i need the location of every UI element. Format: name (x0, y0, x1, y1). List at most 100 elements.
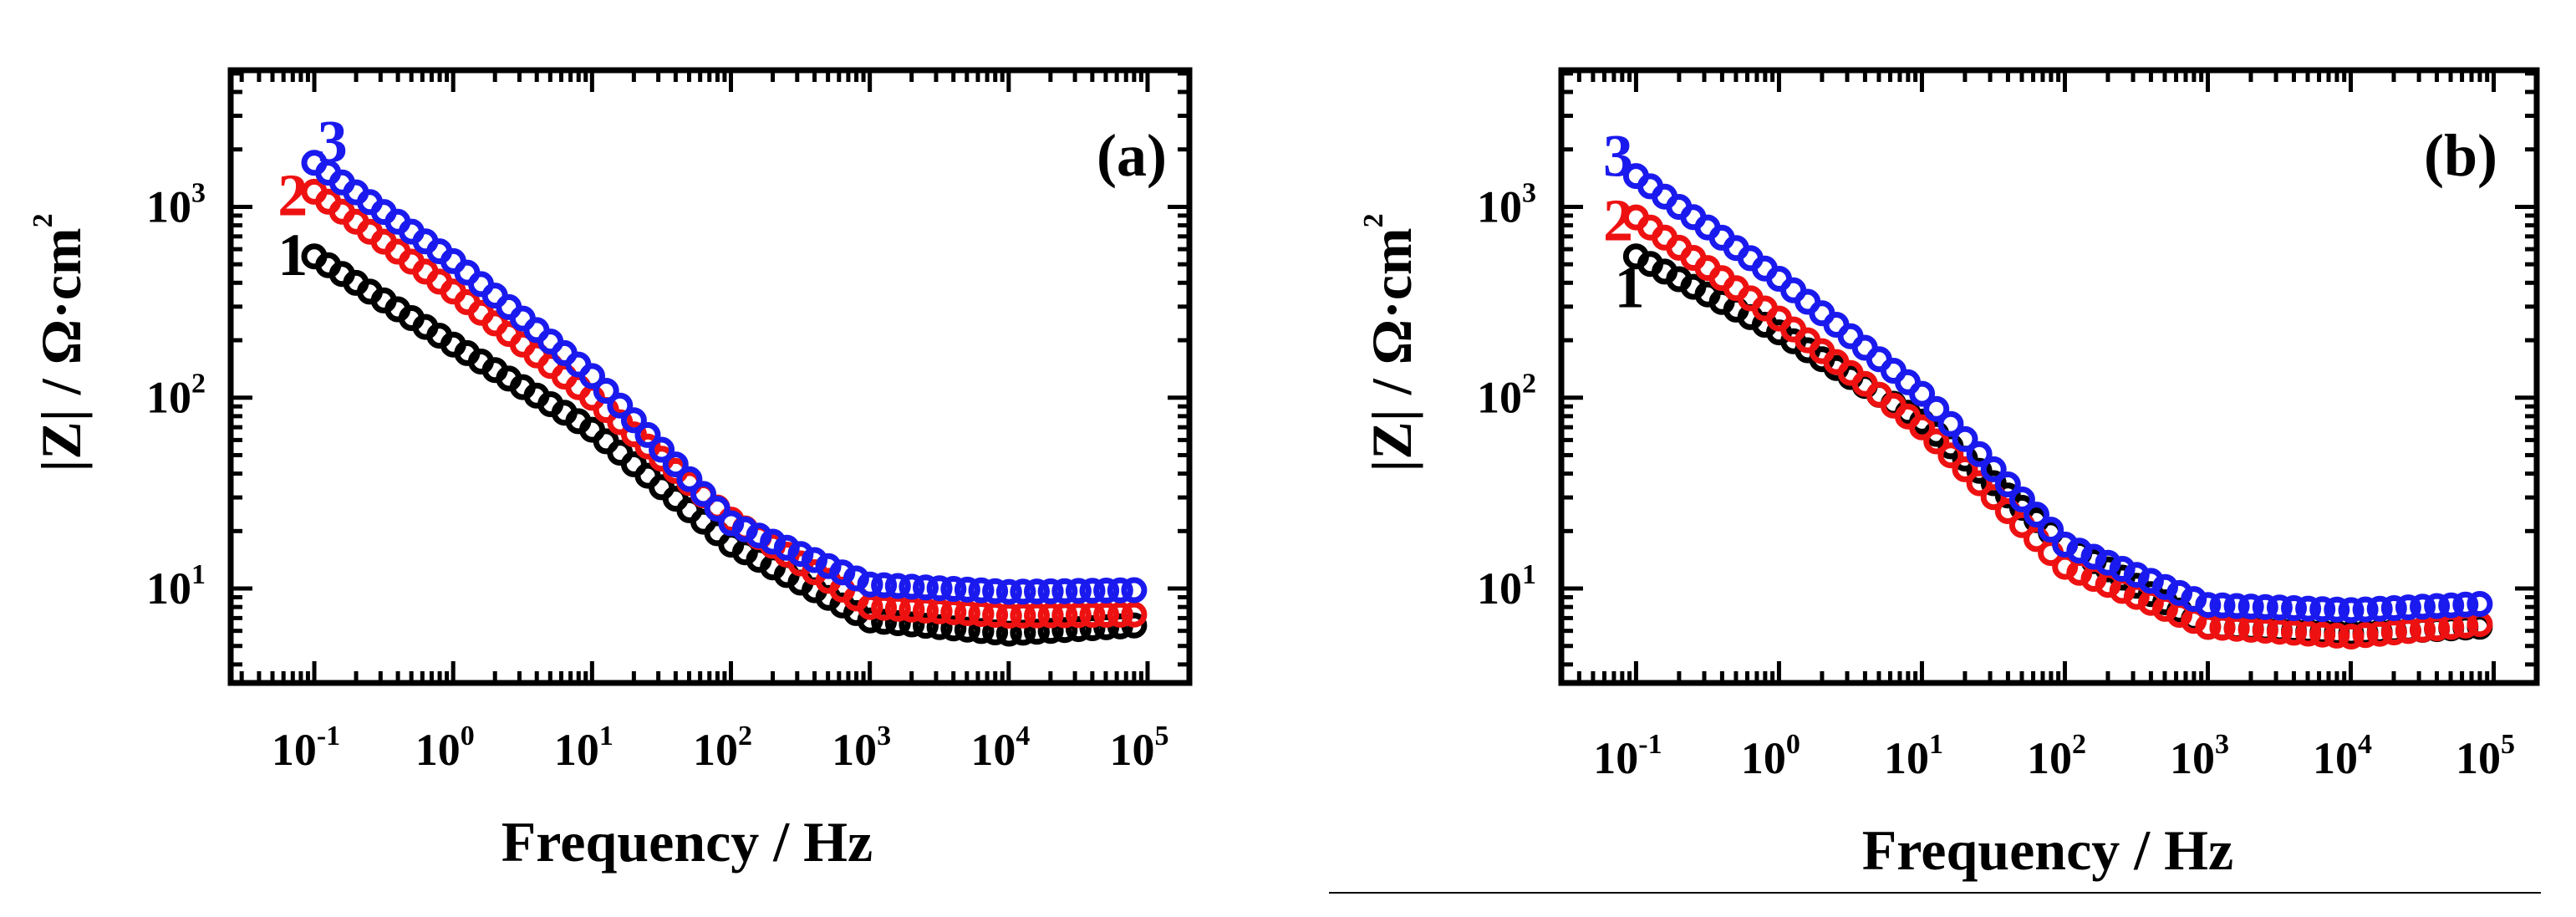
panel-a-x-axis-title: Frequency / Hz (501, 810, 873, 874)
series-1-point (1994, 482, 2021, 509)
series-3-point (2366, 595, 2393, 622)
series-3-point (579, 363, 605, 390)
series-3-point (954, 576, 980, 603)
series-2-point (1079, 602, 1106, 629)
series-2-point (2295, 620, 2322, 647)
series-3-point (2237, 594, 2264, 620)
series-3-point (593, 378, 619, 404)
series-1 (301, 243, 1148, 647)
series-3-point (2352, 596, 2379, 623)
series-1-point (884, 610, 911, 636)
series-1-point (1051, 617, 1078, 644)
panel-b-curve-labels: 123 (1603, 122, 1645, 320)
y-tick-label: 102 (146, 369, 206, 423)
series-3-point (620, 407, 647, 434)
series-2-point (2324, 622, 2350, 649)
series-3-point (2467, 591, 2493, 617)
series-3-point (1121, 577, 1148, 604)
series-1-point (899, 611, 925, 638)
series-2-point (2352, 622, 2379, 649)
series-2-point (995, 603, 1022, 629)
series-3-point (995, 578, 1022, 605)
x-tick-label: 101 (1884, 729, 1943, 783)
curve-label-1: 1 (1615, 253, 1645, 320)
series-1-point (940, 615, 967, 642)
series-3-point (690, 481, 716, 507)
series-2-point (2338, 624, 2365, 650)
x-tick-label: 10-1 (1593, 729, 1662, 783)
panel-b-tick-marks (1561, 70, 2537, 683)
series-3-point (704, 496, 731, 522)
series-2-point (1093, 602, 1120, 628)
series-3-point (2008, 487, 2035, 512)
x-tick-label: 10-1 (272, 721, 340, 775)
y-tick-label: 103 (146, 177, 206, 232)
series-3-point (1079, 578, 1106, 604)
series-2-point (1037, 602, 1064, 629)
y-tick-label: 101 (1477, 559, 1536, 614)
panel-a-tick-marks (231, 70, 1189, 683)
series-3-point (1952, 425, 1978, 452)
series-1-point (954, 616, 980, 643)
series-3-point (968, 577, 995, 604)
series-3-point (2452, 591, 2479, 618)
series-3-point (649, 436, 675, 463)
series-3-point (926, 575, 953, 602)
series-2-point (1051, 602, 1078, 629)
series-3-point (982, 578, 1009, 604)
series-3-point (2324, 596, 2350, 623)
series-3-point (2410, 594, 2436, 620)
series-3-point (607, 392, 634, 419)
x-tick-label: 103 (2170, 729, 2229, 783)
series-3-point (2195, 592, 2222, 619)
series-2-point (968, 601, 995, 627)
series-3-point (2380, 595, 2407, 621)
series-3-point (871, 572, 898, 599)
series-3 (301, 150, 1148, 605)
series-2-point (2281, 619, 2307, 646)
series-2-point (1909, 414, 1936, 441)
series-2-point (1121, 601, 1148, 628)
panel-a-x-tick-labels: 10-1 100 101 102 103 104 105 (272, 721, 1169, 775)
curve-label-2: 2 (277, 162, 308, 229)
series-2-point (982, 602, 1009, 629)
series-3-point (913, 574, 939, 601)
series-3-point (2395, 594, 2421, 621)
series-3-point (940, 576, 967, 602)
series-3-point (1923, 395, 1950, 422)
curve-label-3: 3 (1603, 122, 1633, 189)
curve-label-1: 1 (277, 222, 308, 288)
series-2-point (913, 597, 939, 624)
series-3-point (2038, 517, 2064, 543)
series-3-point (1093, 578, 1120, 604)
series-2-point (1923, 428, 1950, 455)
panel-b-y-tick-labels: 101 102 103 (1477, 177, 1536, 614)
series-3-point (2024, 502, 2049, 528)
panel-a: 10-1 100 101 102 103 104 105 101 102 103 Frequen… (28, 67, 1193, 874)
panel-b-label: (b) (2424, 122, 2497, 189)
x-tick-label: 101 (554, 721, 613, 775)
curve-label-2: 2 (1603, 187, 1633, 254)
series-1-point (1980, 470, 2007, 497)
series-3-point (857, 571, 883, 598)
series-2-point (926, 598, 953, 624)
x-tick-label: 103 (832, 721, 891, 775)
series-3-point (1010, 578, 1036, 605)
series-2-point (1980, 484, 2007, 511)
series-2-point (1024, 602, 1050, 629)
series-3-point (2223, 593, 2250, 619)
series-3-point (2438, 592, 2465, 619)
series-2-point (1065, 602, 1092, 629)
panel-b-series-marks (1622, 163, 2493, 650)
series-3-point (634, 421, 661, 448)
series-2-point (2366, 620, 2393, 647)
series-3-point (2295, 595, 2322, 622)
x-tick-label: 102 (2027, 729, 2086, 783)
series-3-point (2266, 594, 2293, 621)
panel-a-label: (a) (1097, 122, 1167, 189)
panel-b-plot-frame (1558, 67, 2540, 686)
series-3-point (1937, 410, 1964, 437)
series-3-point (1994, 471, 2021, 497)
series-1-point (857, 607, 883, 634)
